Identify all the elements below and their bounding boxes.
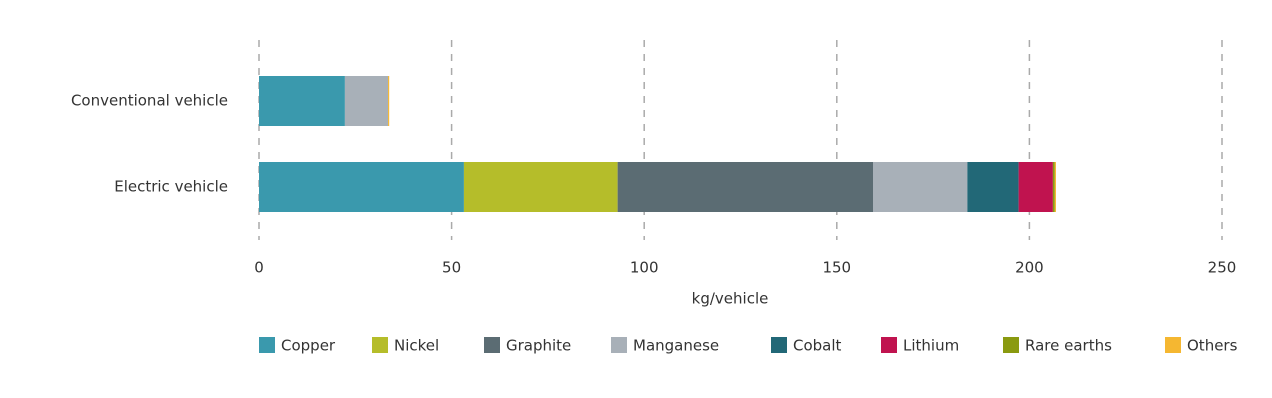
legend-label: Graphite — [506, 337, 571, 355]
x-tick-label: 50 — [442, 259, 461, 277]
legend-label: Rare earths — [1025, 337, 1112, 355]
bar-segment — [259, 162, 464, 212]
bar-segment — [1018, 162, 1053, 212]
legend-label: Cobalt — [793, 337, 842, 355]
bar-segment — [344, 76, 389, 126]
bar-segment — [617, 162, 874, 212]
legend-swatch — [259, 337, 275, 353]
legend-swatch — [881, 337, 897, 353]
legend-swatch — [771, 337, 787, 353]
x-tick-label: 200 — [1015, 259, 1044, 277]
legend-label: Manganese — [633, 337, 719, 355]
legend-label: Nickel — [394, 337, 439, 355]
bar-segment — [1052, 162, 1055, 212]
bar-segment — [873, 162, 968, 212]
legend-swatch — [611, 337, 627, 353]
y-tick-label: Conventional vehicle — [71, 92, 228, 110]
y-tick-label: Electric vehicle — [114, 178, 228, 196]
legend-label: Others — [1187, 337, 1238, 355]
legend-swatch — [1003, 337, 1019, 353]
x-tick-label: 250 — [1208, 259, 1237, 277]
bar-segment — [967, 162, 1019, 212]
bar-segment — [388, 76, 390, 126]
legend-swatch — [372, 337, 388, 353]
legend-swatch — [1165, 337, 1181, 353]
x-tick-label: 150 — [822, 259, 851, 277]
bar-segment — [463, 162, 618, 212]
x-tick-label: 100 — [630, 259, 659, 277]
x-axis-title: kg/vehicle — [692, 290, 769, 308]
legend-swatch — [484, 337, 500, 353]
x-tick-label: 0 — [254, 259, 264, 277]
legend-label: Copper — [281, 337, 336, 355]
bar-segment — [259, 76, 345, 126]
legend-label: Lithium — [903, 337, 959, 355]
bar-segment — [1054, 162, 1056, 212]
